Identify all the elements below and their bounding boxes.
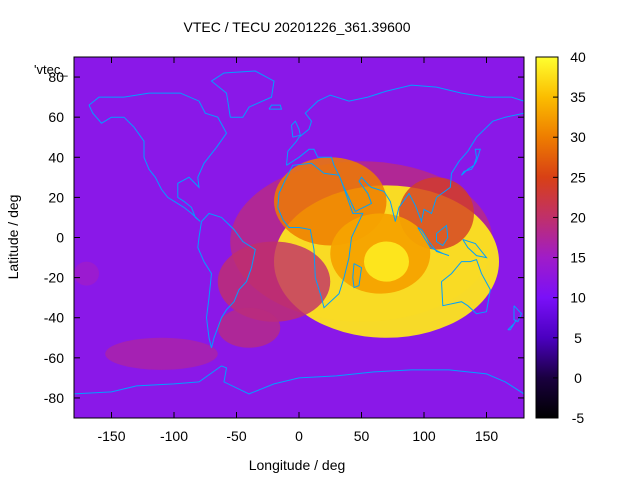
y-tick-label: 0 bbox=[56, 230, 64, 246]
x-tick-label: -150 bbox=[97, 428, 125, 444]
y-axis-ticks: -80 -60 -40 -20 0 20 40 60 80 bbox=[44, 69, 524, 406]
series-label: 'vtec_ bbox=[34, 62, 68, 77]
colorbar-tick-label: 15 bbox=[570, 250, 586, 266]
chart-title: VTEC / TECU 20201226_361.39600 bbox=[183, 19, 410, 35]
x-tick-label: 100 bbox=[412, 428, 436, 444]
y-tick-label: -40 bbox=[44, 310, 64, 326]
colorbar-tick-label: 25 bbox=[570, 169, 586, 185]
coastline-new-zealand bbox=[513, 305, 523, 323]
x-tick-label: -50 bbox=[226, 428, 246, 444]
y-tick-label: -20 bbox=[44, 270, 64, 286]
coastline-new-zealand-south bbox=[507, 319, 517, 331]
x-axis-label: Longitude / deg bbox=[249, 457, 346, 473]
colorbar-tick-label: 0 bbox=[574, 370, 582, 386]
colorbar-ticks: -5 0 5 10 15 20 25 30 35 40 bbox=[553, 49, 586, 426]
colorbar-tick-label: 5 bbox=[574, 330, 582, 346]
coastline-japan bbox=[461, 148, 481, 176]
coastline-madagascar bbox=[352, 263, 363, 289]
colorbar-tick-label: -5 bbox=[572, 410, 585, 426]
coastline-north-america bbox=[88, 92, 228, 222]
coastline-south-america bbox=[197, 212, 256, 348]
coastline-iceland bbox=[268, 104, 283, 110]
y-tick-label: 60 bbox=[48, 109, 64, 125]
heat-blob-3 bbox=[217, 241, 331, 322]
colorbar-tick-label: 20 bbox=[570, 209, 586, 225]
coastline-indonesia bbox=[417, 227, 450, 257]
colorbar-tick-label: 40 bbox=[570, 49, 586, 65]
coastline-britain bbox=[290, 120, 301, 138]
coastline-africa bbox=[277, 162, 364, 309]
plot-area bbox=[73, 56, 525, 419]
colorbar-tick-label: 30 bbox=[570, 129, 586, 145]
coastlines bbox=[74, 70, 524, 395]
y-tick-label: 80 bbox=[48, 69, 64, 85]
heat-blob-6 bbox=[74, 261, 99, 286]
colorbar-tick-label: 35 bbox=[570, 89, 586, 105]
y-tick-label: 20 bbox=[48, 189, 64, 205]
coastline-greenland bbox=[210, 70, 275, 118]
colorbar-tick-label: 10 bbox=[570, 290, 586, 306]
coastline-new-guinea bbox=[462, 239, 488, 259]
y-axis-label: Latitude / deg bbox=[5, 195, 21, 280]
heat-blob-5 bbox=[217, 307, 281, 348]
coastline-australia bbox=[441, 258, 491, 315]
x-tick-label: 0 bbox=[295, 428, 303, 444]
x-tick-label: -100 bbox=[160, 428, 188, 444]
vtec-heat-blobs bbox=[74, 157, 499, 370]
y-tick-label: -60 bbox=[44, 350, 64, 366]
heat-blob-4 bbox=[105, 337, 218, 370]
x-tick-label: 150 bbox=[475, 428, 499, 444]
x-tick-label: 50 bbox=[354, 428, 370, 444]
coastline-antarctica bbox=[74, 365, 524, 395]
x-axis-ticks: -150 -100 -50 0 50 100 150 bbox=[97, 57, 498, 444]
y-tick-label: 40 bbox=[48, 149, 64, 165]
coastline-borneo bbox=[436, 224, 449, 247]
y-tick-label: -80 bbox=[44, 390, 64, 406]
heat-core-2 bbox=[364, 241, 409, 282]
colorbar-gradient bbox=[535, 56, 559, 419]
coastline-eurasia bbox=[286, 84, 524, 224]
colorbar: -5 0 5 10 15 20 25 30 35 40 bbox=[535, 49, 586, 426]
